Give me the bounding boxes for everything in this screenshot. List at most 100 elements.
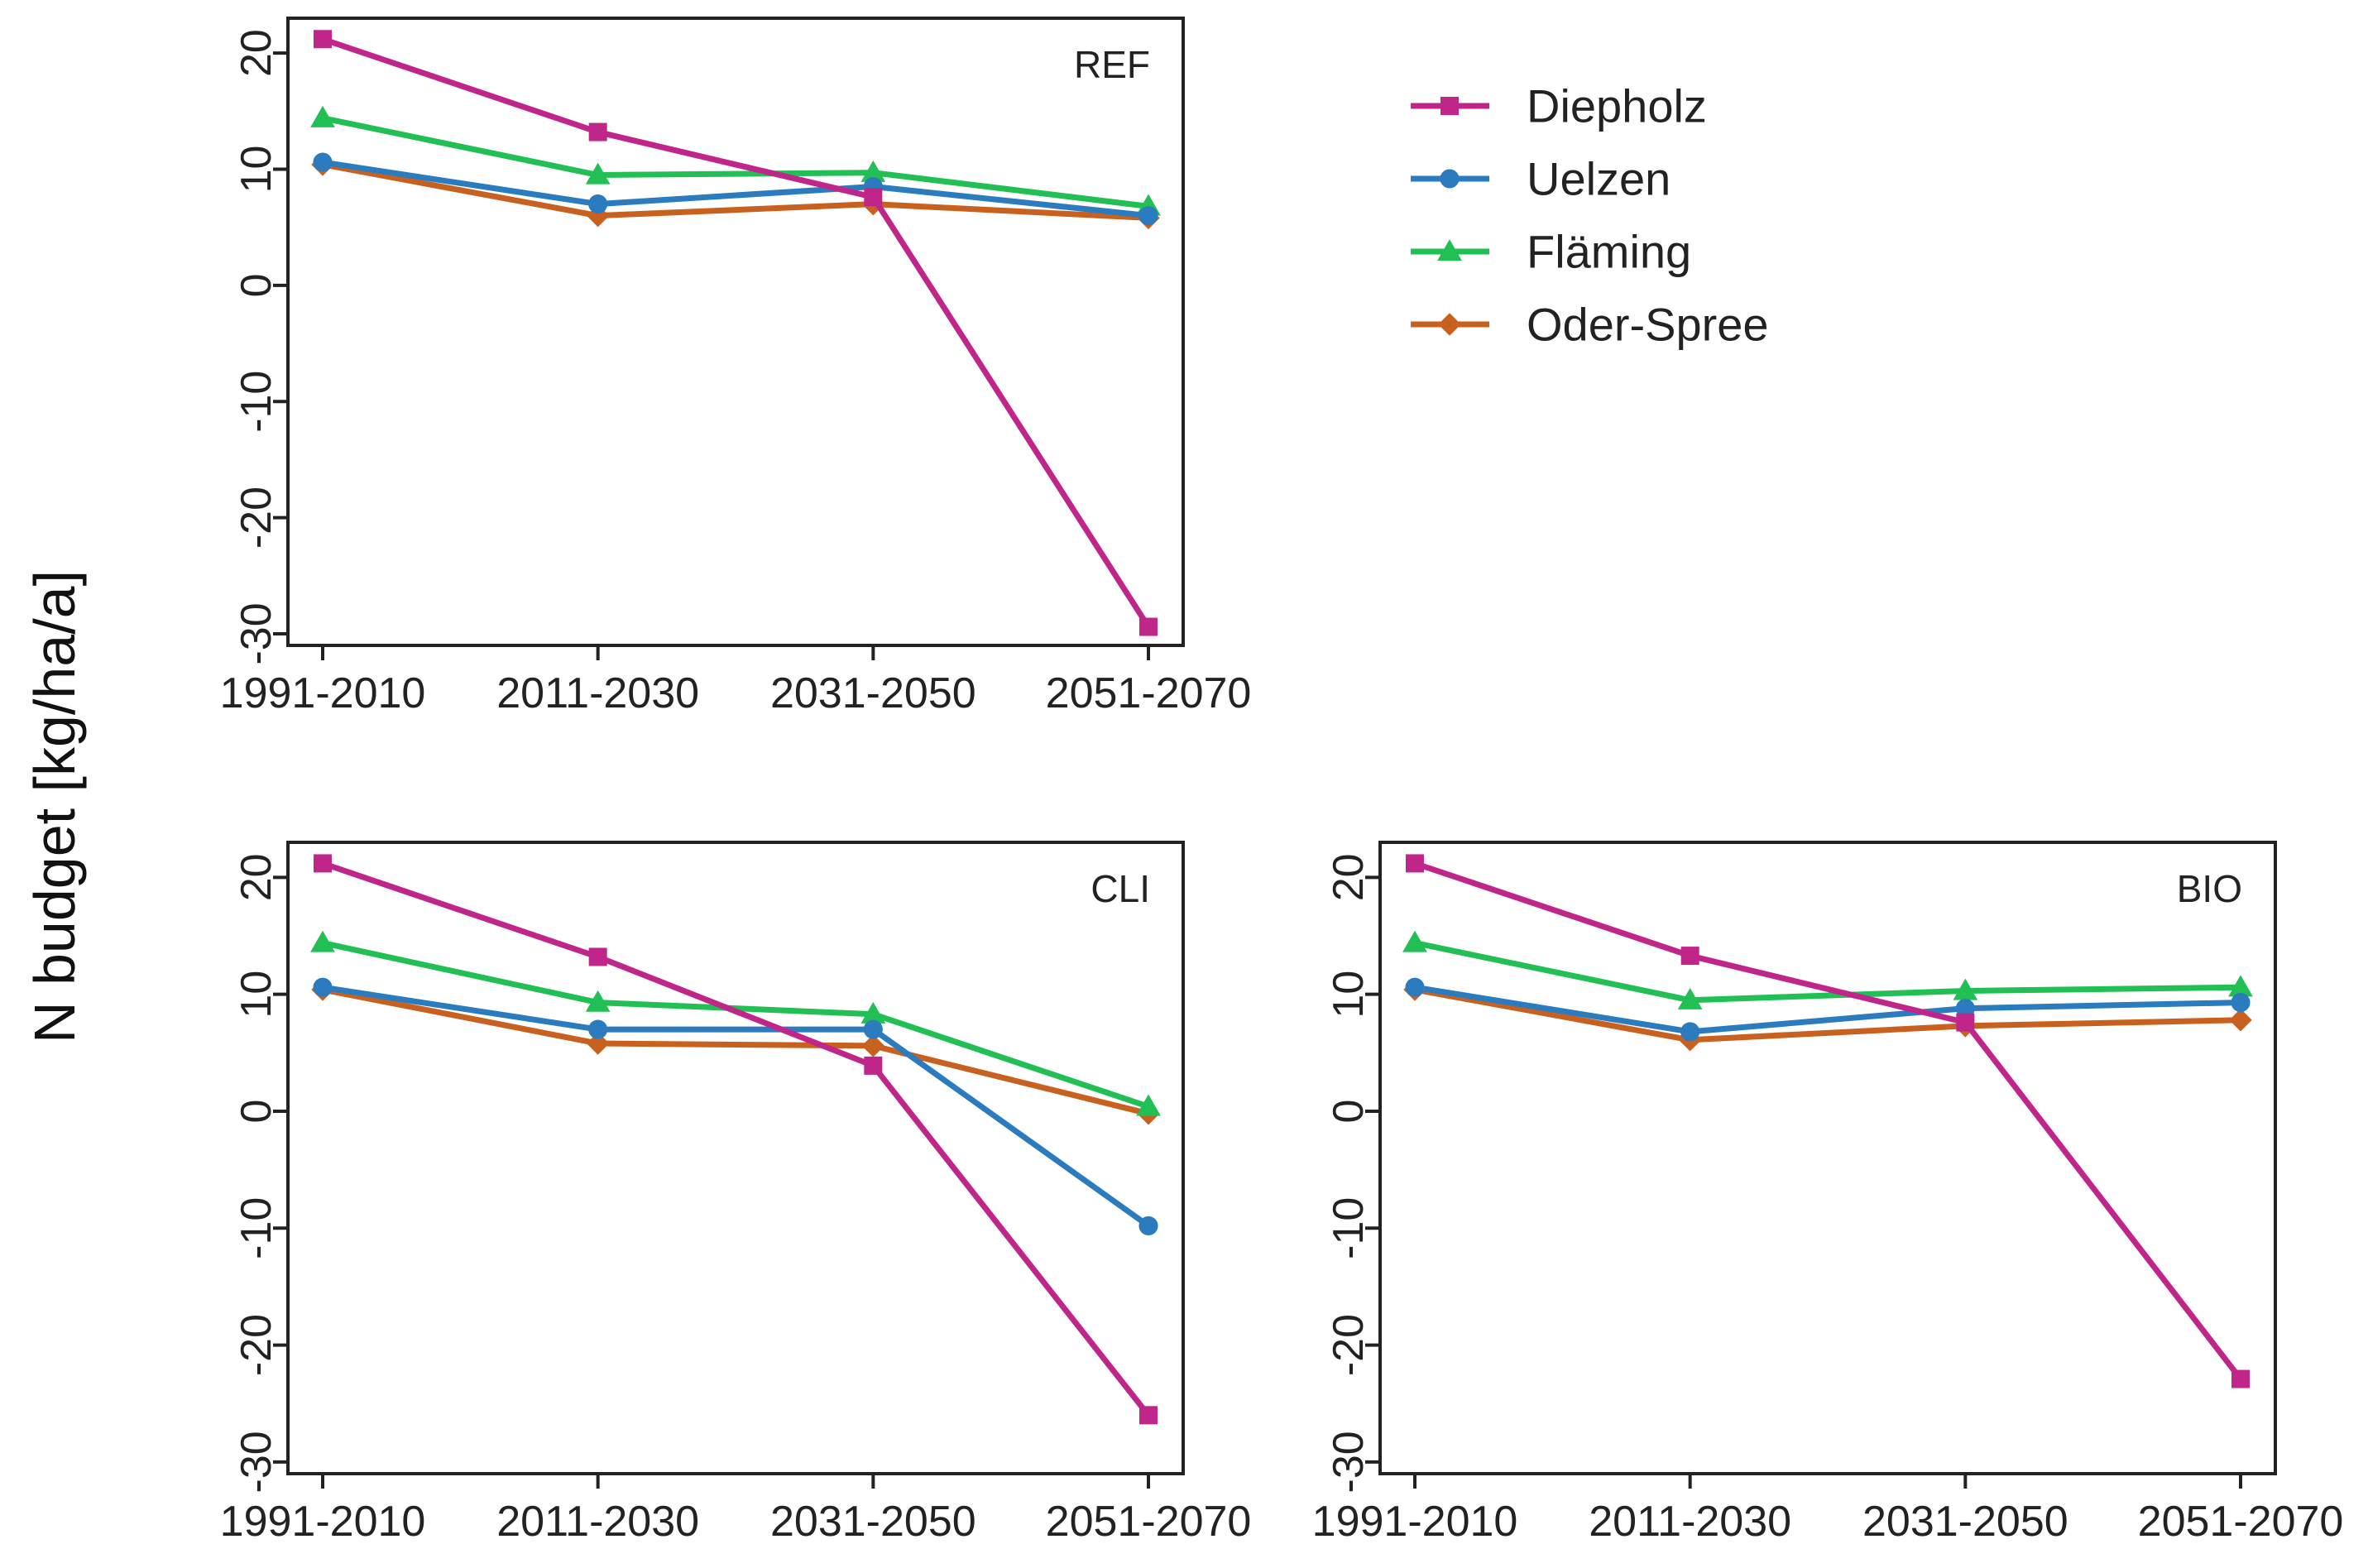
panel-ref-series-flaming [310,105,1161,216]
panel-bio: 20 10 0 -10 -20 -30 1991-2010 2011-2030 2031-205… [1312,841,2344,1546]
legend-label-oder-spree: Oder-Spree [1527,299,1769,351]
panel-ref-series-flaming-line [322,115,1149,209]
legend-marker-oder-spree [1438,313,1461,336]
panel-bio-series-diepholz-point [1680,947,1699,966]
panel-cli-series-oder-spree-point [861,1034,885,1057]
panel-bio-series-flaming-point [1402,930,1427,952]
panel-bio-series-diepholz [1406,854,2250,1388]
panel-ref-series-diepholz-line [321,36,1151,629]
panel-bio-series-oder-spree-line [1414,986,2241,1043]
panel-ref-ytick-label: 10 [232,146,280,194]
panel-bio-series-uelzen [1405,977,2251,1042]
panel-cli-ytick-label: -10 [232,1197,280,1259]
panel-ref-series-uelzen-point [313,152,333,172]
panel-bio-series-diepholz-point [1956,1013,1975,1032]
panel-ref-xtick-label: 2011-2030 [496,669,699,717]
panel-bio-xtick-label: 2051-2070 [2138,1498,2344,1546]
panel-cli-xtick-label: 2051-2070 [1046,1498,1252,1546]
legend-marker-flaming [1437,239,1462,261]
panel-bio-title: BIO [2177,867,2242,910]
panel-bio-series-diepholz-point [1406,854,1424,873]
panel-bio-series-oder-spree-point [2229,1009,2252,1032]
panel-cli-series-uelzen-point [588,1019,608,1039]
panel-cli-frame [286,841,1185,1475]
y-axis-label: N budget [kg/ha/a] [22,570,87,1043]
panel-cli-series-flaming-point [1136,1094,1161,1116]
panel-cli-series-uelzen-point [863,1019,883,1039]
legend-entry-flaming: Fläming [1411,226,1691,278]
panel-bio-ytick-label: 0 [1325,1100,1373,1124]
panel-bio-ytick-label: -30 [1325,1431,1373,1493]
legend-entry-diepholz: Diepholz [1411,80,1707,132]
panel-cli-series-flaming-point [860,1001,886,1024]
panel-ref-ytick-label: 20 [232,29,280,77]
panel-ref-series-diepholz [314,30,1158,636]
panel-ref-ytick-label: 0 [232,273,280,297]
panel-ref: 20 10 0 -10 -20 -30 1991-2010 2011-2030 2031-205… [220,17,1252,717]
panel-bio-ytick-label: -20 [1325,1314,1373,1376]
panel-ref-series-oder-spree-line [322,161,1149,221]
panel-cli-series-diepholz [314,854,1158,1425]
panel-bio-series-diepholz-point [2231,1369,2250,1388]
panel-ref-xtick-label: 1991-2010 [220,669,426,717]
panel-ref-title: REF [1074,43,1150,86]
panel-bio-series-flaming-line [1414,940,2241,1004]
panel-cli-title: CLI [1091,867,1150,910]
panel-cli-ytick-label: -30 [232,1431,280,1493]
panel-bio-series-flaming-point [2228,975,2253,997]
panel-ref-frame [286,17,1185,647]
panel-ref-series-diepholz-point [588,122,607,141]
panel-cli-series-flaming-point [585,990,611,1012]
panel-ref-xtick-label: 2031-2050 [770,669,976,717]
panel-ref-series-diepholz-point [314,30,332,49]
legend: Diepholz Uelzen Fläming Oder-Spree [1411,80,1769,351]
panel-ref-ytick-label: -30 [232,602,280,664]
legend-entry-uelzen: Uelzen [1411,153,1671,205]
legend-label-flaming: Fläming [1527,226,1691,278]
panel-cli-series-oder-spree-point [586,1032,610,1055]
panel-ref-series-diepholz-point [864,188,883,207]
panel-cli-xtick-label: 2011-2030 [496,1498,699,1546]
panel-cli-ytick-label: 0 [232,1100,280,1124]
panel-ref-ytick-label: -10 [232,371,280,433]
panel-bio-xtick-label: 1991-2010 [1312,1498,1518,1546]
panel-ref-ytick-label: -20 [232,487,280,549]
panel-cli-series-uelzen-point [313,977,333,997]
panel-ref-series-diepholz-point [1139,617,1158,636]
legend-marker-diepholz [1440,97,1459,115]
panel-ref-series-uelzen-line [322,159,1149,219]
panel-cli-series-uelzen-line [322,984,1151,1229]
panel-ref-xtick-label: 2051-2070 [1046,669,1252,717]
panel-ref-series-uelzen-point [1138,206,1158,226]
panel-bio-ytick-label: -10 [1325,1197,1373,1259]
panel-ref-series-flaming-point [585,162,611,185]
panel-cli-series-diepholz-point [314,854,332,873]
panel-cli-series-diepholz-point [1139,1406,1158,1425]
panel-cli-series-diepholz-line [321,861,1151,1417]
panel-cli-ytick-label: 10 [232,971,280,1019]
panel-bio-series-uelzen-point [1680,1022,1700,1042]
panel-bio-series-flaming-point [1953,978,1978,1000]
panel-cli-ytick-label: 20 [232,853,280,901]
panel-cli-series-diepholz-point [588,947,607,966]
panel-cli-xtick-label: 1991-2010 [220,1498,426,1546]
legend-label-diepholz: Diepholz [1527,80,1707,132]
panel-cli-series-oder-spree [311,978,1160,1125]
panel-bio-ytick-label: 10 [1325,971,1373,1019]
panel-cli-xtick-label: 2031-2050 [770,1498,976,1546]
panels-layer: 20 10 0 -10 -20 -30 1991-2010 2011-2030 2031-205… [220,17,2344,1546]
legend-entry-oder-spree: Oder-Spree [1411,299,1769,351]
panel-bio-xtick-label: 2031-2050 [1862,1498,2068,1546]
panel-bio-series-uelzen-point [2231,993,2251,1013]
panel-bio-ytick-label: 20 [1325,853,1373,901]
panel-bio-series-flaming-point [1677,987,1703,1009]
panel-bio-series-uelzen-line [1414,984,2241,1035]
panel-cli-series-diepholz-point [864,1056,883,1075]
panel-ref-series-flaming-point [860,160,886,182]
panel-bio-xtick-label: 2011-2030 [1589,1498,1791,1546]
panel-ref-series-oder-spree-point [586,204,610,228]
legend-marker-uelzen [1440,169,1460,189]
panel-bio-series-uelzen-point [1405,977,1425,997]
panel-bio-frame [1378,841,2277,1475]
